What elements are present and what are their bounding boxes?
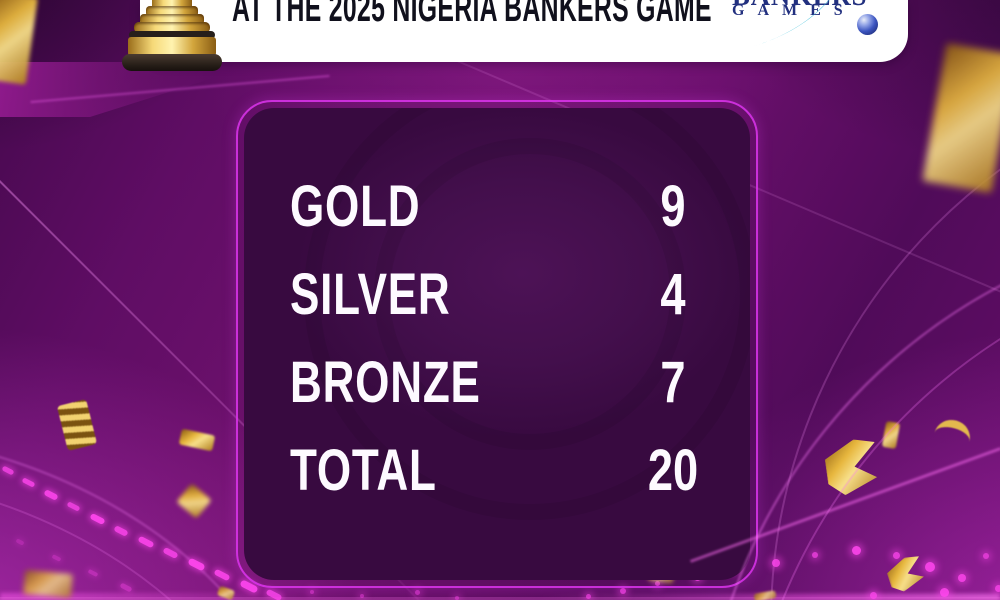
trophy-ring — [140, 14, 204, 25]
medal-table: GOLD 9 SILVER 4 BRONZE 7 TOTAL 20 — [290, 178, 728, 530]
stage-light-dot — [812, 552, 818, 558]
gold-confetti — [884, 553, 928, 595]
medal-label: SILVER — [290, 262, 451, 327]
medal-label: GOLD — [290, 174, 421, 239]
stage-light-dash — [187, 557, 206, 572]
medal-value: 4 — [660, 262, 686, 327]
stage-light-dash — [162, 546, 179, 560]
medal-value: 7 — [660, 350, 686, 415]
gold-confetti — [23, 569, 73, 599]
stage-light-dot — [772, 559, 780, 567]
stage-light-dash — [119, 582, 133, 593]
stage-light-dot — [586, 594, 591, 599]
stage-light-dot — [415, 590, 420, 595]
gold-confetti — [922, 42, 1000, 194]
gold-confetti — [176, 483, 212, 519]
stage-light-dash — [137, 535, 155, 549]
gold-confetti — [216, 585, 236, 600]
gold-confetti — [822, 437, 881, 498]
stage-light-dot — [958, 574, 966, 582]
stage-light-dot — [852, 546, 861, 555]
trophy-base — [122, 54, 222, 71]
logo-word-games: GAMES — [732, 2, 856, 19]
medal-label: TOTAL — [290, 438, 437, 503]
stage-light-dash — [87, 568, 99, 578]
bankers-games-logo: BANKERS GAMES — [726, 0, 891, 62]
stage-light-dot — [900, 580, 906, 586]
stage-light-dash — [213, 568, 231, 582]
trophy-ring — [146, 6, 198, 17]
stage-light-dash — [89, 512, 106, 526]
curved-light-arc — [740, 250, 1000, 600]
table-row-silver: SILVER 4 — [290, 266, 728, 324]
stage-light-dot — [925, 562, 935, 572]
magenta-wedge-edge — [30, 74, 330, 104]
table-row-gold: GOLD 9 — [290, 178, 728, 236]
stage-light-dash — [66, 501, 81, 512]
trophy-cylinder — [128, 37, 216, 56]
stage-light-dash — [51, 554, 62, 562]
stage-light-dot — [893, 552, 900, 559]
stage-light-dash — [1, 465, 15, 476]
stage-light-dash — [265, 588, 283, 600]
stage-light-dot — [995, 585, 1000, 592]
gold-confetti — [0, 0, 38, 85]
table-row-bronze: BRONZE 7 — [290, 354, 728, 412]
page-title: AT THE 2025 NIGERIA BANKERS GAME — [232, 0, 712, 30]
gold-trophy-icon — [120, 0, 224, 72]
stage-light-dot — [940, 588, 949, 597]
gold-confetti — [56, 399, 98, 451]
trophy-dark-band — [129, 31, 215, 39]
gold-confetti — [930, 415, 974, 459]
medal-card: GOLD 9 SILVER 4 BRONZE 7 TOTAL 20 — [244, 108, 750, 580]
medal-card-border: GOLD 9 SILVER 4 BRONZE 7 TOTAL 20 — [236, 100, 758, 588]
blue-sphere-icon — [857, 14, 878, 35]
gold-confetti — [881, 420, 901, 450]
stage-light-dot — [983, 553, 989, 559]
stage-light-dash — [43, 489, 59, 501]
stage-light-dash — [15, 538, 25, 546]
stage-light-dash — [113, 525, 129, 537]
gold-confetti — [178, 428, 216, 452]
table-row-total: TOTAL 20 — [290, 442, 728, 500]
stage-light-dot — [360, 594, 364, 598]
bottom-light-strip — [0, 593, 300, 600]
medal-value: 20 — [647, 438, 699, 503]
stage-light-dot — [455, 596, 459, 600]
stage-light-dash — [21, 477, 36, 488]
header-band: AT THE 2025 NIGERIA BANKERS GAME — [140, 0, 908, 62]
curved-light-arc — [770, 60, 1000, 600]
gold-confetti — [753, 590, 777, 600]
trophy-stem — [152, 0, 192, 9]
teal-swoosh-icon — [754, 0, 830, 46]
stage-light-dot — [620, 588, 626, 594]
logo-word-bankers: BANKERS — [732, 0, 867, 11]
stage-light-dot — [310, 590, 314, 594]
medal-label: BRONZE — [290, 350, 481, 415]
bottom-light-strip — [540, 594, 1000, 600]
trophy-ring — [134, 22, 210, 33]
stage-light-dot — [870, 592, 877, 599]
medal-value: 9 — [660, 174, 686, 239]
